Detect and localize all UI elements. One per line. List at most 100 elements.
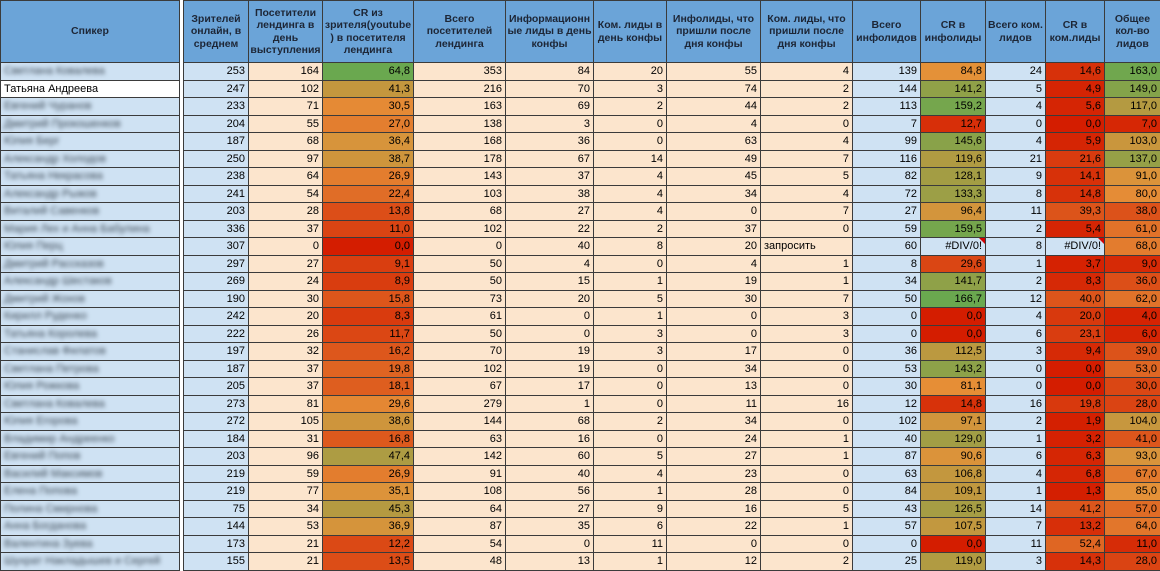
cell-com_leads_after[interactable]: 0 bbox=[761, 413, 853, 431]
cell-landing_visitors_day[interactable]: 27 bbox=[249, 255, 323, 273]
column-header-cr_info_leads[interactable]: CR в инфолиды bbox=[921, 1, 986, 63]
cell-com_leads_total[interactable]: 5 bbox=[986, 80, 1046, 98]
cell-cr_info_leads[interactable]: 112,5 bbox=[921, 343, 986, 361]
speaker-cell[interactable]: Виталий Савенков bbox=[1, 203, 180, 221]
cell-cr_info_leads[interactable]: 0,0 bbox=[921, 325, 986, 343]
cell-info_leads_after[interactable]: 17 bbox=[667, 343, 761, 361]
cell-cr_viewer_to_landing[interactable]: 41,3 bbox=[323, 80, 414, 98]
column-header-info_leads_day[interactable]: Информационные лиды в день конфы bbox=[506, 1, 594, 63]
cell-com_leads_total[interactable]: 9 bbox=[986, 168, 1046, 186]
column-header-info_leads_total[interactable]: Всего инфолидов bbox=[853, 1, 921, 63]
cell-info_leads_total[interactable]: 40 bbox=[853, 430, 921, 448]
cell-cr_viewer_to_landing[interactable]: 13,5 bbox=[323, 553, 414, 571]
cell-com_leads_day[interactable]: 3 bbox=[594, 80, 667, 98]
cell-com_leads_total[interactable]: 11 bbox=[986, 535, 1046, 553]
cell-total_leads[interactable]: 61,0 bbox=[1105, 220, 1160, 238]
cell-com_leads_total[interactable]: 12 bbox=[986, 290, 1046, 308]
speaker-cell[interactable]: Кирилл Руденко bbox=[1, 308, 180, 326]
column-header-com_leads_day[interactable]: Ком. лиды в день конфы bbox=[594, 1, 667, 63]
cell-cr_viewer_to_landing[interactable]: 16,2 bbox=[323, 343, 414, 361]
cell-cr_com_leads[interactable]: 0,0 bbox=[1046, 378, 1105, 396]
cell-cr_viewer_to_landing[interactable]: 27,0 bbox=[323, 115, 414, 133]
cell-cr_info_leads[interactable]: 141,2 bbox=[921, 80, 986, 98]
cell-info_leads_day[interactable]: 37 bbox=[506, 168, 594, 186]
column-header-landing_visitors_total[interactable]: Всего посетителей лендинга bbox=[414, 1, 506, 63]
cell-viewers_online[interactable]: 307 bbox=[184, 238, 249, 256]
cell-total_leads[interactable]: 28,0 bbox=[1105, 395, 1160, 413]
speaker-cell[interactable]: Светлана Петрова bbox=[1, 360, 180, 378]
cell-com_leads_after[interactable]: 0 bbox=[761, 465, 853, 483]
cell-viewers_online[interactable]: 173 bbox=[184, 535, 249, 553]
cell-viewers_online[interactable]: 272 bbox=[184, 413, 249, 431]
cell-cr_com_leads[interactable]: 23,1 bbox=[1046, 325, 1105, 343]
cell-info_leads_after[interactable]: 27 bbox=[667, 448, 761, 466]
cell-info_leads_day[interactable]: 0 bbox=[506, 535, 594, 553]
speaker-cell[interactable]: Светлана Ковалева bbox=[1, 63, 180, 81]
cell-info_leads_total[interactable]: 144 bbox=[853, 80, 921, 98]
cell-info_leads_after[interactable]: 16 bbox=[667, 500, 761, 518]
cell-total_leads[interactable]: 30,0 bbox=[1105, 378, 1160, 396]
cell-cr_info_leads[interactable]: 159,2 bbox=[921, 98, 986, 116]
cell-cr_info_leads[interactable]: 90,6 bbox=[921, 448, 986, 466]
cell-info_leads_total[interactable]: 99 bbox=[853, 133, 921, 151]
cell-com_leads_day[interactable]: 3 bbox=[594, 325, 667, 343]
cell-info_leads_total[interactable]: 34 bbox=[853, 273, 921, 291]
cell-cr_info_leads[interactable]: 97,1 bbox=[921, 413, 986, 431]
cell-viewers_online[interactable]: 187 bbox=[184, 133, 249, 151]
cell-com_leads_day[interactable]: 5 bbox=[594, 290, 667, 308]
cell-landing_visitors_total[interactable]: 102 bbox=[414, 220, 506, 238]
cell-viewers_online[interactable]: 155 bbox=[184, 553, 249, 571]
cell-com_leads_day[interactable]: 3 bbox=[594, 343, 667, 361]
cell-cr_com_leads[interactable]: 14,8 bbox=[1046, 185, 1105, 203]
cell-cr_viewer_to_landing[interactable]: 8,3 bbox=[323, 308, 414, 326]
cell-cr_viewer_to_landing[interactable]: 26,9 bbox=[323, 168, 414, 186]
cell-viewers_online[interactable]: 242 bbox=[184, 308, 249, 326]
cell-com_leads_total[interactable]: 2 bbox=[986, 273, 1046, 291]
cell-cr_info_leads[interactable]: 119,6 bbox=[921, 150, 986, 168]
cell-cr_viewer_to_landing[interactable]: 64,8 bbox=[323, 63, 414, 81]
cell-landing_visitors_total[interactable]: 54 bbox=[414, 535, 506, 553]
cell-info_leads_total[interactable]: 87 bbox=[853, 448, 921, 466]
cell-com_leads_total[interactable]: 6 bbox=[986, 325, 1046, 343]
cell-total_leads[interactable]: 11,0 bbox=[1105, 535, 1160, 553]
cell-com_leads_total[interactable]: 0 bbox=[986, 378, 1046, 396]
cell-cr_viewer_to_landing[interactable]: 16,8 bbox=[323, 430, 414, 448]
cell-landing_visitors_day[interactable]: 53 bbox=[249, 518, 323, 536]
cell-landing_visitors_day[interactable]: 37 bbox=[249, 378, 323, 396]
cell-cr_viewer_to_landing[interactable]: 18,1 bbox=[323, 378, 414, 396]
cell-landing_visitors_day[interactable]: 102 bbox=[249, 80, 323, 98]
cell-cr_com_leads[interactable]: 52,4 bbox=[1046, 535, 1105, 553]
cell-info_leads_after[interactable]: 24 bbox=[667, 430, 761, 448]
cell-com_leads_after[interactable]: 5 bbox=[761, 168, 853, 186]
cell-info_leads_after[interactable]: 20 bbox=[667, 238, 761, 256]
cell-landing_visitors_day[interactable]: 28 bbox=[249, 203, 323, 221]
cell-com_leads_total[interactable]: 4 bbox=[986, 98, 1046, 116]
cell-viewers_online[interactable]: 187 bbox=[184, 360, 249, 378]
cell-cr_info_leads[interactable]: 129,0 bbox=[921, 430, 986, 448]
cell-total_leads[interactable]: 149,0 bbox=[1105, 80, 1160, 98]
cell-com_leads_total[interactable]: 4 bbox=[986, 465, 1046, 483]
cell-cr_info_leads[interactable]: #DIV/0! bbox=[921, 238, 986, 256]
cell-info_leads_day[interactable]: 35 bbox=[506, 518, 594, 536]
cell-cr_info_leads[interactable]: 0,0 bbox=[921, 308, 986, 326]
speaker-cell[interactable]: Татьяна Некрасова bbox=[1, 168, 180, 186]
cell-info_leads_day[interactable]: 27 bbox=[506, 500, 594, 518]
cell-com_leads_total[interactable]: 2 bbox=[986, 220, 1046, 238]
cell-total_leads[interactable]: 117,0 bbox=[1105, 98, 1160, 116]
cell-landing_visitors_total[interactable]: 50 bbox=[414, 325, 506, 343]
cell-cr_com_leads[interactable]: 1,9 bbox=[1046, 413, 1105, 431]
cell-com_leads_day[interactable]: 4 bbox=[594, 465, 667, 483]
cell-viewers_online[interactable]: 75 bbox=[184, 500, 249, 518]
speaker-cell[interactable]: Александр Рыжов bbox=[1, 185, 180, 203]
cell-com_leads_day[interactable]: 0 bbox=[594, 255, 667, 273]
cell-info_leads_total[interactable]: 116 bbox=[853, 150, 921, 168]
cell-cr_com_leads[interactable]: 6,3 bbox=[1046, 448, 1105, 466]
cell-com_leads_day[interactable]: 1 bbox=[594, 273, 667, 291]
cell-landing_visitors_total[interactable]: 70 bbox=[414, 343, 506, 361]
cell-com_leads_after[interactable]: 1 bbox=[761, 448, 853, 466]
cell-info_leads_after[interactable]: 23 bbox=[667, 465, 761, 483]
cell-cr_info_leads[interactable]: 96,4 bbox=[921, 203, 986, 221]
cell-viewers_online[interactable]: 205 bbox=[184, 378, 249, 396]
cell-total_leads[interactable]: 80,0 bbox=[1105, 185, 1160, 203]
cell-info_leads_after[interactable]: 49 bbox=[667, 150, 761, 168]
